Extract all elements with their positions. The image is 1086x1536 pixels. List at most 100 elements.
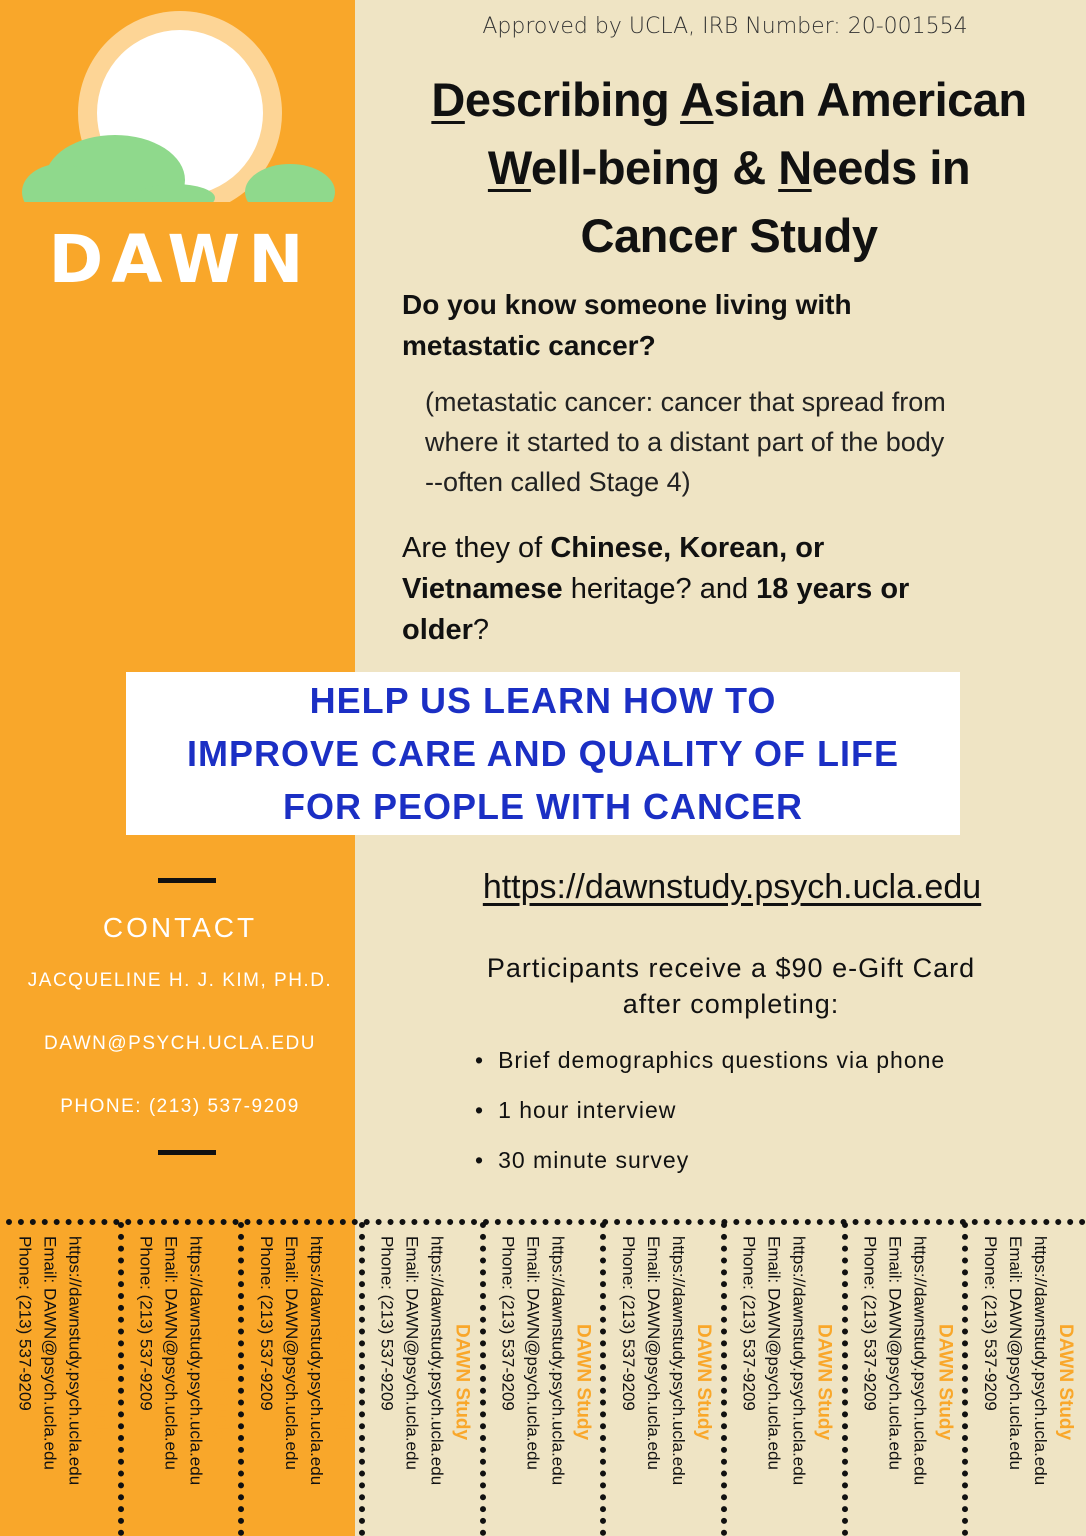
tear-line — [962, 1222, 969, 1536]
tab-email: Email: DAWN@psych.ucla.edu — [885, 1236, 905, 1470]
tab: DAWN Study https://dawnstudy.psych.ucla.e… — [857, 1236, 957, 1528]
text-line: IMPROVE CARE AND QUALITY OF LIFE — [186, 733, 900, 774]
text-segment: ell-being & — [530, 141, 779, 194]
tab-title: DAWN Study — [1055, 1323, 1076, 1441]
tab: DAWN Study https://dawnstudy.psych.ucla.e… — [978, 1236, 1078, 1528]
text-segment: sian American — [713, 73, 1028, 126]
contact-heading: CONTACT — [102, 912, 258, 943]
text-segment: N — [778, 141, 812, 194]
title: Describing Asian American Well-being & Ne… — [372, 66, 1086, 270]
text-line: --often called Stage 4) — [425, 467, 691, 497]
tab-title: DAWN Study — [693, 1323, 714, 1441]
divider — [158, 878, 216, 883]
text-segment: 18 years or — [756, 573, 910, 605]
tab-email: Email: DAWN@psych.ucla.edu — [764, 1236, 784, 1470]
tear-line — [238, 1222, 245, 1536]
text-line: Do you know someone living with — [402, 289, 852, 320]
text-line: Describing Asian American — [372, 66, 1086, 134]
tab-url: https://dawnstudy.psych.ucla.edu — [427, 1236, 447, 1486]
list-item: 30 minute survey — [475, 1140, 945, 1190]
tab-url: https://dawnstudy.psych.ucla.edu — [789, 1236, 809, 1486]
tab-phone: Phone: (213) 537-9209 — [15, 1236, 35, 1411]
text-line: FOR PEOPLE WITH CANCER — [282, 786, 803, 827]
definition: (metastatic cancer: cancer that spread f… — [425, 382, 946, 502]
contact-phone: PHONE: (213) 537-9209 — [60, 1096, 300, 1117]
text-line: Cancer Study — [372, 202, 1086, 270]
tab-phone: Phone: (213) 537-9209 — [257, 1236, 276, 1411]
text-segment: ? — [472, 614, 490, 646]
tear-line — [841, 1222, 848, 1536]
text-segment: W — [487, 141, 532, 194]
tab: DAWN Study https://dawnstudy.psych.ucla.e… — [13, 1236, 113, 1528]
tab-email: Email: DAWN@psych.ucla.edu — [282, 1236, 301, 1470]
text-segment: escribing — [464, 73, 681, 126]
website[interactable]: https://dawnstudy.psych.ucla.edu — [482, 868, 982, 906]
compensation: Participants receive a $90 e-Gift Card af… — [372, 950, 1086, 1022]
tab-phone: Phone: (213) 537-9209 — [498, 1236, 518, 1411]
tab-title: DAWN Study — [934, 1323, 956, 1441]
tab-title: DAWN Study — [89, 1323, 111, 1441]
tab-email: Email: DAWN@psych.ucla.edu — [1006, 1236, 1025, 1470]
text-line: Participants receive a $90 e-Gift Card — [486, 953, 976, 983]
tab-title: DAWN Study — [813, 1323, 835, 1441]
tear-line — [6, 1219, 1086, 1225]
text-line: Vietnamese heritage? and 18 years or — [402, 569, 909, 610]
tab-title: DAWN Study — [331, 1323, 352, 1441]
tear-line — [479, 1222, 486, 1536]
tab-url: https://dawnstudy.psych.ucla.edu — [910, 1236, 930, 1486]
eligibility: Are they of Chinese, Korean, or Vietnames… — [402, 528, 909, 651]
tab-phone: Phone: (213) 537-9209 — [981, 1236, 1000, 1411]
text-segment: heritage? and — [562, 573, 757, 605]
text-segment: older — [402, 614, 473, 646]
text-line: (metastatic cancer: cancer that spread f… — [425, 387, 946, 417]
tab-phone: Phone: (213) 537-9209 — [619, 1236, 638, 1411]
logo: DAWN — [22, 11, 335, 298]
tab-url: https://dawnstudy.psych.ucla.edu — [548, 1236, 568, 1486]
text-line: Well-being & Needs in — [372, 134, 1086, 202]
text-segment: Chinese, Korean, or — [550, 532, 825, 564]
tear-line — [721, 1222, 727, 1536]
tab-url: https://dawnstudy.psych.ucla.edu — [65, 1236, 85, 1486]
list-item: 1 hour interview — [475, 1090, 945, 1140]
text-segment: D — [431, 73, 465, 126]
tear-line — [117, 1222, 124, 1536]
tab: DAWN Study https://dawnstudy.psych.ucla.e… — [254, 1236, 354, 1528]
text-segment: Cancer Study — [580, 209, 878, 262]
tab-phone: Phone: (213) 537-9209 — [739, 1236, 759, 1411]
tab-email: Email: DAWN@psych.ucla.edu — [644, 1236, 663, 1470]
tab: DAWN Study https://dawnstudy.psych.ucla.e… — [737, 1236, 837, 1528]
tab: DAWN Study https://dawnstudy.psych.ucla.e… — [616, 1236, 716, 1528]
tab-email: Email: DAWN@psych.ucla.edu — [161, 1236, 181, 1470]
tab-url: https://dawnstudy.psych.ucla.edu — [1031, 1236, 1050, 1486]
tear-line — [600, 1222, 607, 1536]
text-segment: A — [680, 73, 714, 126]
approval: Approved by UCLA, IRB Number: 20-001554 — [482, 14, 968, 39]
tab-url: https://dawnstudy.psych.ucla.edu — [307, 1236, 326, 1486]
contact-email: DAWN@PSYCH.UCLA.EDU — [44, 1033, 316, 1054]
tab-title: DAWN Study — [451, 1323, 473, 1441]
tab: DAWN Study https://dawnstudy.psych.ucla.e… — [133, 1236, 233, 1528]
logo-text: DAWN — [49, 221, 312, 298]
tab-phone: Phone: (213) 537-9209 — [377, 1236, 397, 1411]
tear-line — [359, 1222, 365, 1536]
banner: HELP US LEARN HOW TO IMPROVE CARE AND QUA… — [126, 672, 960, 835]
tab-url: https://dawnstudy.psych.ucla.edu — [186, 1236, 206, 1486]
tab-title: DAWN Study — [572, 1323, 594, 1441]
text-line: where it started to a distant part of th… — [425, 427, 945, 457]
question: Do you know someone living with metastati… — [402, 284, 852, 366]
text-segment: Vietnamese — [402, 573, 563, 605]
task-list: Brief demographics questions via phone1 … — [475, 1040, 945, 1190]
tab-title: DAWN Study — [210, 1323, 232, 1441]
tab-phone: Phone: (213) 537-9209 — [860, 1236, 880, 1411]
text-line: Are they of Chinese, Korean, or — [402, 528, 909, 569]
tab-url: https://dawnstudy.psych.ucla.edu — [669, 1236, 688, 1486]
tab: DAWN Study https://dawnstudy.psych.ucla.e… — [495, 1236, 595, 1528]
tab-phone: Phone: (213) 537-9209 — [136, 1236, 156, 1411]
text-line: after completing: — [622, 989, 840, 1019]
tab-email: Email: DAWN@psych.ucla.edu — [40, 1236, 60, 1470]
tab: DAWN Study https://dawnstudy.psych.ucla.e… — [375, 1236, 475, 1528]
text-segment: eeds in — [811, 141, 971, 194]
divider — [158, 1150, 216, 1155]
text-line: metastatic cancer? — [402, 330, 656, 361]
